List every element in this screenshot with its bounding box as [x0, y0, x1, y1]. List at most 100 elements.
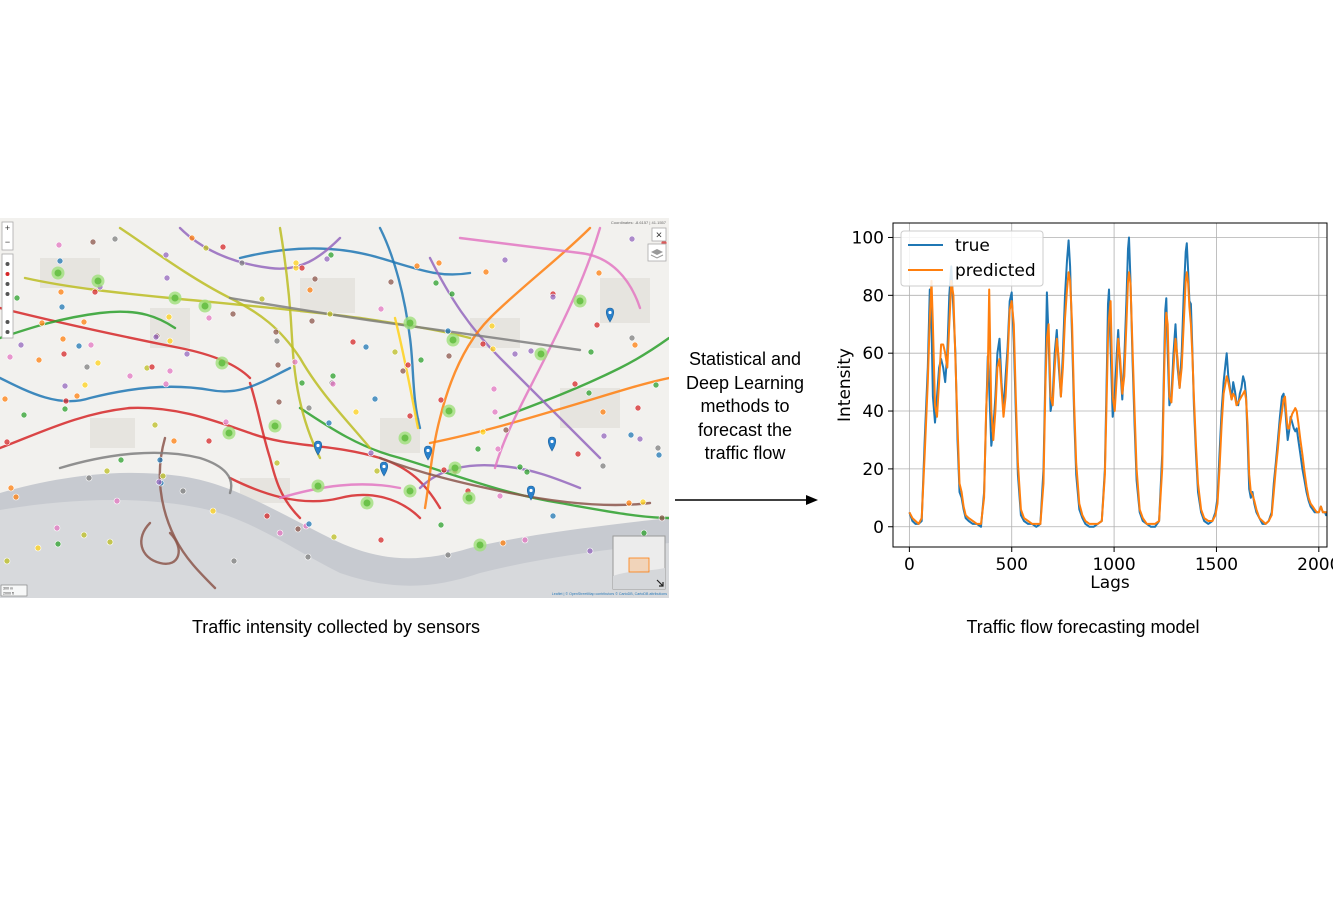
sensor-stop[interactable] — [113, 497, 121, 505]
map-marker-icon[interactable] — [313, 440, 323, 456]
sensor-stop[interactable] — [330, 533, 338, 541]
sensor-stop[interactable] — [126, 372, 134, 380]
sensor-stop[interactable] — [305, 520, 313, 528]
sensor-stop[interactable] — [188, 234, 196, 242]
sensor-stop[interactable] — [202, 244, 210, 252]
sensor-stop[interactable] — [373, 467, 381, 475]
layers-icon[interactable] — [647, 243, 667, 262]
sensor-stop[interactable] — [413, 262, 421, 270]
zoom-out-button[interactable]: − — [5, 237, 10, 247]
sensor-stop[interactable] — [527, 347, 535, 355]
sensor-stop[interactable] — [628, 334, 636, 342]
sensor-stop[interactable] — [432, 279, 440, 287]
sensor-stop[interactable] — [166, 367, 174, 375]
sensor-stop[interactable] — [275, 398, 283, 406]
minimap-viewport[interactable] — [628, 557, 650, 573]
sensor-stop[interactable] — [87, 341, 95, 349]
sensor-stop[interactable] — [494, 445, 502, 453]
traffic-sensor-map[interactable]: + − Coordinates: -8.6157 | 41.1557 × 300… — [0, 218, 669, 598]
sensor-stop[interactable] — [222, 418, 230, 426]
sensor-stop[interactable] — [205, 314, 213, 322]
sensor-stop[interactable] — [631, 341, 639, 349]
sensor-stop[interactable] — [499, 539, 507, 547]
sensor-stop[interactable] — [445, 352, 453, 360]
sensor-stop[interactable] — [440, 466, 448, 474]
sensor-stop[interactable] — [658, 514, 666, 522]
sensor-stop[interactable] — [165, 313, 173, 321]
sensor-stop[interactable] — [273, 459, 281, 467]
sensor-stop[interactable] — [53, 524, 61, 532]
sensor-stop[interactable] — [329, 380, 337, 388]
sensor-stop[interactable] — [593, 321, 601, 329]
sensor-stop[interactable] — [81, 381, 89, 389]
sensor-stop[interactable] — [574, 450, 582, 458]
sensor-stop[interactable] — [117, 456, 125, 464]
sensor-stop[interactable] — [35, 356, 43, 364]
sensor-stop[interactable] — [327, 251, 335, 259]
sensor-stop[interactable] — [162, 380, 170, 388]
sensor-stop[interactable] — [62, 397, 70, 405]
sensor-stop[interactable] — [205, 437, 213, 445]
sensor-stop[interactable] — [437, 521, 445, 529]
sensor-stop[interactable] — [85, 474, 93, 482]
sensor-stop[interactable] — [6, 353, 14, 361]
sensor-stop[interactable] — [38, 319, 46, 327]
sensor-stop[interactable] — [83, 363, 91, 371]
sensor-stop[interactable] — [585, 389, 593, 397]
sensor-stop[interactable] — [73, 392, 81, 400]
sensor-stop[interactable] — [60, 350, 68, 358]
sensor-stop[interactable] — [435, 259, 443, 267]
sensor-stop[interactable] — [7, 484, 15, 492]
sensor-stop[interactable] — [549, 293, 557, 301]
sensor-stop[interactable] — [516, 463, 524, 471]
sensor-stop[interactable] — [571, 380, 579, 388]
sensor-stop[interactable] — [58, 303, 66, 311]
sensor-stop[interactable] — [273, 337, 281, 345]
sensor-stop[interactable] — [627, 431, 635, 439]
sensor-stop[interactable] — [298, 379, 306, 387]
sensor-stop[interactable] — [55, 241, 63, 249]
sensor-stop[interactable] — [349, 338, 357, 346]
sensor-stop[interactable] — [3, 438, 11, 446]
sensor-stop[interactable] — [387, 278, 395, 286]
sensor-stop[interactable] — [209, 507, 217, 515]
sensor-stop[interactable] — [61, 405, 69, 413]
sensor-stop[interactable] — [491, 408, 499, 416]
sensor-stop[interactable] — [106, 538, 114, 546]
sensor-stop[interactable] — [1, 395, 9, 403]
map-marker-icon[interactable] — [423, 445, 433, 461]
sensor-stop[interactable] — [238, 259, 246, 267]
sensor-stop[interactable] — [179, 487, 187, 495]
sensor-stop[interactable] — [377, 305, 385, 313]
sensor-stop[interactable] — [151, 421, 159, 429]
minimap[interactable] — [612, 535, 666, 590]
sensor-stop[interactable] — [155, 478, 163, 486]
sensor-stop[interactable] — [599, 408, 607, 416]
sensor-stop[interactable] — [417, 356, 425, 364]
sensor-stop[interactable] — [587, 348, 595, 356]
map-marker-icon[interactable] — [547, 436, 557, 452]
sensor-stop[interactable] — [489, 345, 497, 353]
sensor-stop[interactable] — [523, 468, 531, 476]
sensor-stop[interactable] — [652, 381, 660, 389]
sensor-stop[interactable] — [292, 259, 300, 267]
sensor-stop[interactable] — [501, 256, 509, 264]
sensor-stop[interactable] — [479, 340, 487, 348]
sensor-stop[interactable] — [628, 235, 636, 243]
sensor-stop[interactable] — [391, 348, 399, 356]
sensor-stop[interactable] — [61, 382, 69, 390]
sensor-stop[interactable] — [163, 274, 171, 282]
sensor-stop[interactable] — [640, 529, 648, 537]
sensor-stop[interactable] — [308, 317, 316, 325]
sensor-stop[interactable] — [448, 290, 456, 298]
sensor-stop[interactable] — [272, 328, 280, 336]
sensor-stop[interactable] — [13, 294, 21, 302]
sensor-stop[interactable] — [159, 472, 167, 480]
sensor-stop[interactable] — [219, 243, 227, 251]
sensor-stop[interactable] — [298, 264, 306, 272]
sensor-stop[interactable] — [639, 498, 647, 506]
sensor-stop[interactable] — [600, 432, 608, 440]
sensor-stop[interactable] — [521, 536, 529, 544]
sensor-stop[interactable] — [406, 412, 414, 420]
sensor-stop[interactable] — [80, 318, 88, 326]
